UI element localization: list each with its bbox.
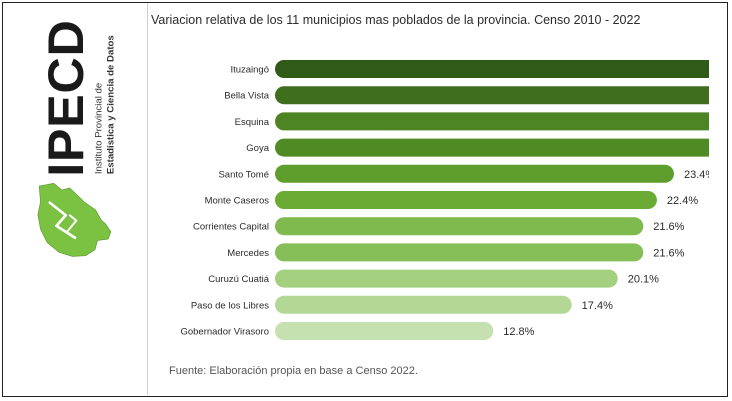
value-label: 20.1% (628, 274, 659, 286)
logo-line1: Instituto Provincial de (94, 83, 105, 174)
source-note: Fuente: Elaboración propia en base a Cen… (169, 365, 418, 377)
category-label: Santo Tomé (218, 169, 269, 180)
logo-line2: Estadística y Ciencia de Datos (105, 35, 116, 174)
bar (275, 269, 618, 288)
ipecd-logo: IPECD Instituto Provincial de Estadístic… (37, 19, 116, 257)
bar-chart: Ituzaingó31.2%Bella Vista30.4%Esquina29.… (180, 60, 709, 340)
category-label: Curuzú Cuatiá (208, 274, 269, 285)
logo-panel: IPECD Instituto Provincial de Estadístic… (3, 3, 148, 395)
bar (275, 112, 709, 131)
value-label: 21.6% (653, 221, 684, 233)
bar (275, 86, 709, 105)
category-label: Esquina (235, 117, 270, 128)
value-label: 22.4% (667, 195, 698, 207)
category-label: Paso de los Libres (191, 300, 269, 311)
bar (275, 138, 709, 157)
bar (275, 60, 709, 78)
bar (275, 164, 674, 183)
category-label: Goya (246, 143, 269, 154)
chart-title: Variacion relativa de los 11 municipios … (151, 13, 641, 27)
bar (275, 191, 657, 209)
category-label: Corrientes Capital (193, 222, 269, 233)
bar (275, 295, 572, 314)
value-label: 17.4% (582, 300, 613, 312)
category-label: Monte Caseros (205, 196, 270, 207)
bar (275, 217, 644, 236)
category-label: Bella Vista (224, 91, 269, 102)
category-label: Ituzaingó (230, 65, 269, 76)
figure-frame: IPECD Instituto Provincial de Estadístic… (2, 2, 728, 397)
bar (275, 322, 494, 340)
value-label: 21.6% (653, 247, 684, 259)
category-label: Gobernador Virasoro (180, 327, 269, 338)
bar (275, 243, 644, 262)
value-label: 12.8% (503, 326, 534, 338)
corrientes-map-icon (37, 183, 112, 257)
value-label: 23.4% (684, 169, 709, 181)
logo-acronym: IPECD (37, 19, 94, 176)
category-label: Mercedes (227, 248, 269, 259)
